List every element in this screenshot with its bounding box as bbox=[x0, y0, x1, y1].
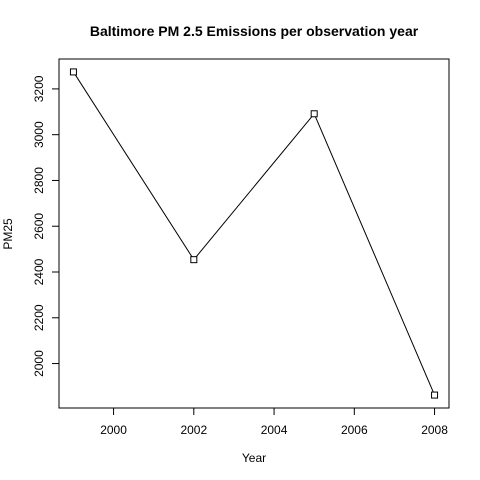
x-axis: 2000 2002 2004 2006 2008 bbox=[100, 407, 448, 437]
series-line bbox=[73, 71, 436, 396]
y-tick-label: 2000 bbox=[32, 350, 46, 377]
series-group bbox=[69, 68, 439, 399]
plot-frame bbox=[58, 58, 450, 409]
y-axis: 2000 2200 2400 2600 2800 3000 3200 bbox=[32, 75, 60, 377]
data-point-marker bbox=[69, 68, 77, 76]
x-axis-label: Year bbox=[242, 451, 266, 465]
y-tick-label: 3200 bbox=[32, 75, 46, 102]
y-tick-label: 3000 bbox=[32, 121, 46, 148]
y-axis-label: PM25 bbox=[1, 218, 15, 250]
x-tick-label: 2002 bbox=[180, 423, 207, 437]
data-point-marker bbox=[190, 256, 198, 264]
x-tick-label: 2006 bbox=[341, 423, 368, 437]
data-point-marker bbox=[310, 110, 318, 118]
chart-title: Baltimore PM 2.5 Emissions per observati… bbox=[90, 23, 419, 39]
x-tick-label: 2000 bbox=[100, 423, 127, 437]
data-point-marker bbox=[431, 391, 439, 399]
y-tick-label: 2200 bbox=[32, 304, 46, 331]
y-tick-label: 2400 bbox=[32, 258, 46, 285]
x-tick-label: 2004 bbox=[261, 423, 288, 437]
y-tick-label: 2800 bbox=[32, 167, 46, 194]
x-tick-label: 2008 bbox=[421, 423, 448, 437]
y-tick-label: 2600 bbox=[32, 213, 46, 240]
